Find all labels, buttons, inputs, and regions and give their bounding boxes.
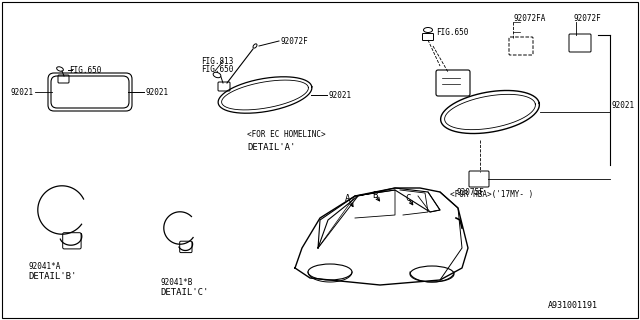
Text: 92072F: 92072F	[574, 14, 602, 23]
Text: A: A	[345, 194, 350, 203]
Text: 92021: 92021	[10, 87, 33, 97]
Text: FIG.650: FIG.650	[436, 28, 468, 36]
Text: <FOR EC HOMELINC>: <FOR EC HOMELINC>	[247, 130, 326, 139]
Text: B: B	[372, 191, 378, 200]
Text: FIG.650: FIG.650	[201, 65, 234, 74]
Text: 92072F: 92072F	[280, 36, 308, 45]
Text: A931001191: A931001191	[548, 301, 598, 310]
Text: 92075F: 92075F	[456, 188, 484, 196]
Text: 92021: 92021	[328, 91, 351, 100]
Text: 92021: 92021	[145, 87, 168, 97]
Text: C: C	[405, 194, 410, 203]
Text: DETAIL'B': DETAIL'B'	[28, 272, 76, 281]
Text: FIG.650: FIG.650	[69, 66, 101, 75]
Text: 92072FA: 92072FA	[513, 14, 545, 23]
Text: DETAIL'C': DETAIL'C'	[160, 288, 209, 297]
Text: 92041*B: 92041*B	[160, 278, 193, 287]
Text: <FOR HBA>('17MY- ): <FOR HBA>('17MY- )	[450, 190, 533, 199]
Text: DETAIL'A': DETAIL'A'	[247, 143, 296, 152]
Text: 92041*A: 92041*A	[28, 262, 60, 271]
Text: FIG.813: FIG.813	[201, 57, 234, 66]
Text: 92021: 92021	[612, 100, 635, 109]
